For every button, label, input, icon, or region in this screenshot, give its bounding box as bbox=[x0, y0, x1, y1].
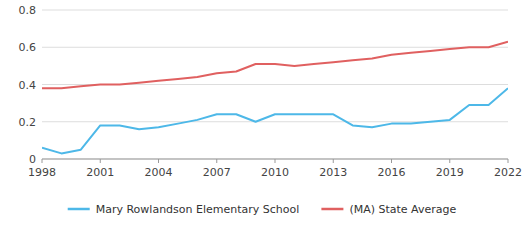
x-tick bbox=[42, 159, 43, 163]
lines bbox=[42, 42, 508, 154]
legend: Mary Rowlandson Elementary School (MA) St… bbox=[68, 203, 457, 216]
y-tick-label: 0.6 bbox=[19, 41, 37, 54]
x-tick bbox=[508, 159, 509, 163]
y-tick-label: 0.4 bbox=[19, 79, 37, 92]
x-tick bbox=[275, 159, 276, 163]
x-tick bbox=[449, 159, 450, 163]
x-tick-label: 2007 bbox=[203, 166, 231, 179]
legend-item: (MA) State Average bbox=[321, 203, 456, 216]
x-tick-label: 2016 bbox=[378, 166, 406, 179]
x-tick bbox=[158, 159, 159, 163]
x-tick-label: 2022 bbox=[494, 166, 522, 179]
x-tick-label: 2013 bbox=[319, 166, 347, 179]
y-tick-label: 0.8 bbox=[19, 4, 37, 17]
x-tick bbox=[100, 159, 101, 163]
x-tick-label: 2010 bbox=[261, 166, 289, 179]
grid bbox=[42, 10, 508, 159]
legend-swatch bbox=[321, 208, 343, 211]
chart: 0 0.2 0.4 0.6 0.8 1998 2001 2004 2007 2010 2013 201… bbox=[0, 0, 524, 229]
x-tick-label: 2004 bbox=[145, 166, 173, 179]
y-tick-label: 0.2 bbox=[19, 116, 37, 129]
series-line bbox=[42, 42, 508, 89]
x-tick bbox=[216, 159, 217, 163]
x-tick bbox=[333, 159, 334, 163]
legend-label: (MA) State Average bbox=[349, 203, 456, 216]
series-line bbox=[42, 88, 508, 153]
grid-line bbox=[42, 47, 508, 48]
legend-label: Mary Rowlandson Elementary School bbox=[96, 203, 300, 216]
legend-item: Mary Rowlandson Elementary School bbox=[68, 203, 300, 216]
x-tick-label: 1998 bbox=[28, 166, 56, 179]
x-tick-label: 2001 bbox=[86, 166, 114, 179]
grid-line bbox=[42, 10, 508, 11]
x-tick-label: 2019 bbox=[436, 166, 464, 179]
x-tick bbox=[391, 159, 392, 163]
legend-swatch bbox=[68, 208, 90, 211]
y-tick-label: 0 bbox=[29, 153, 36, 166]
